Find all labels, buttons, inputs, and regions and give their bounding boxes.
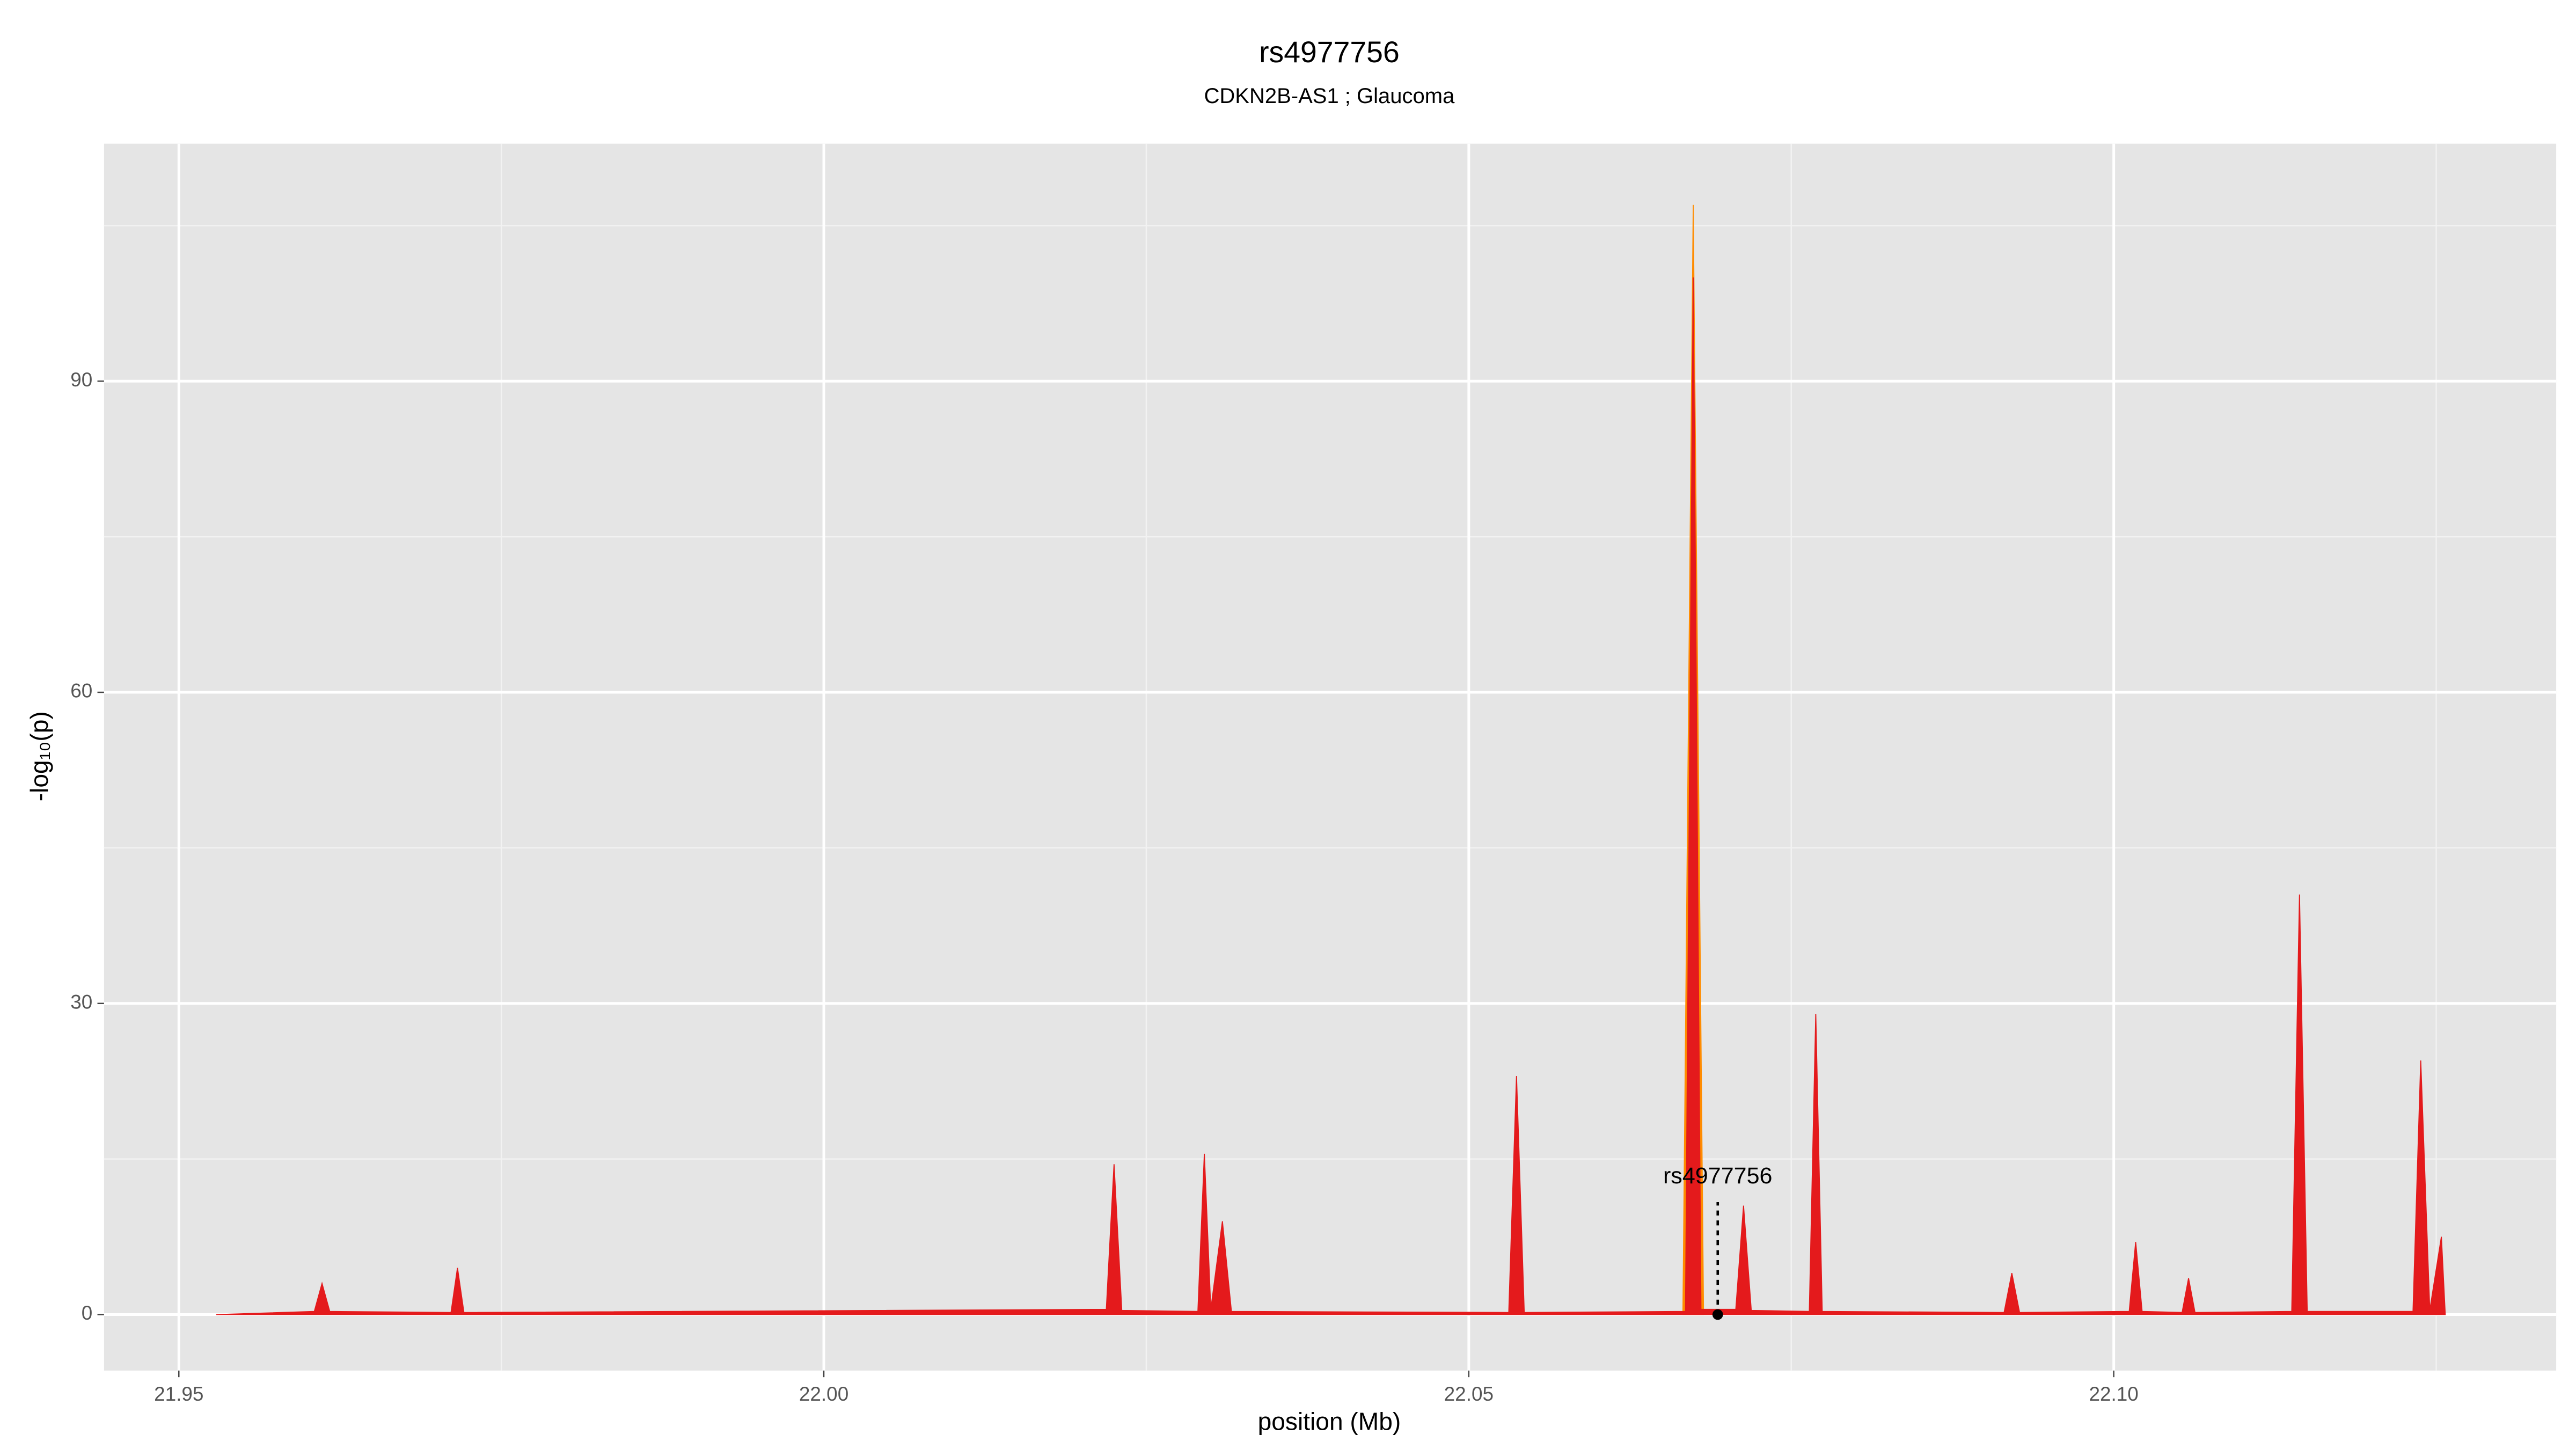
x-axis-label: position (Mb) bbox=[1258, 1407, 1401, 1435]
plot-panel bbox=[104, 143, 2557, 1371]
y-tick-label: 60 bbox=[70, 680, 92, 702]
chart-subtitle: CDKN2B-AS1 ; Glaucoma bbox=[1204, 84, 1455, 108]
y-tick-label: 90 bbox=[70, 369, 92, 391]
annotation-point bbox=[1712, 1309, 1723, 1320]
y-tick-label: 0 bbox=[82, 1302, 93, 1324]
x-tick-label: 22.05 bbox=[1444, 1383, 1494, 1405]
chart-title: rs4977756 bbox=[1259, 35, 1400, 69]
x-tick-label: 22.10 bbox=[2089, 1383, 2138, 1405]
x-tick-label: 22.00 bbox=[799, 1383, 848, 1405]
x-tick-label: 21.95 bbox=[154, 1383, 203, 1405]
area bbox=[216, 277, 2446, 1315]
annotation-label: rs4977756 bbox=[1663, 1163, 1773, 1189]
y-tick-label: 30 bbox=[70, 991, 92, 1013]
y-axis-label: -log₁₀(p) bbox=[25, 711, 53, 801]
